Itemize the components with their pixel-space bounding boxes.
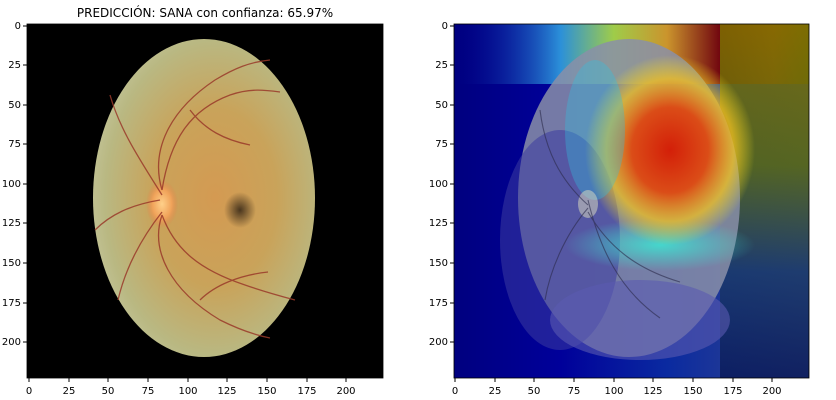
y-tick-label: 50 <box>8 100 21 111</box>
x-tick-label: 125 <box>643 386 662 397</box>
x-tick-label: 200 <box>762 386 781 397</box>
left-image-panel: 0 25 50 75 100 125 150 175 200 0 25 50 7… <box>2 21 384 397</box>
fundus-disc <box>93 39 315 357</box>
x-tick-label: 75 <box>142 386 155 397</box>
y-tick-label: 50 <box>435 100 448 111</box>
y-tick-label: 0 <box>442 21 448 32</box>
x-tick-label: 150 <box>683 386 702 397</box>
y-tick-label: 150 <box>2 258 21 269</box>
y-tick-label: 25 <box>435 60 448 71</box>
optic-disc <box>146 180 178 228</box>
left-y-axis: 0 25 50 75 100 125 150 175 200 <box>2 21 27 348</box>
y-tick-label: 125 <box>2 218 21 229</box>
x-tick-label: 200 <box>336 386 355 397</box>
x-tick-label: 175 <box>297 386 316 397</box>
y-tick-label: 150 <box>429 258 448 269</box>
figure-title: PREDICCIÓN: SANA con confianza: 65.97% <box>77 5 333 20</box>
x-tick-label: 50 <box>102 386 115 397</box>
x-tick-label: 100 <box>178 386 197 397</box>
y-tick-label: 200 <box>429 337 448 348</box>
left-frame <box>26 23 384 379</box>
x-tick-label: 0 <box>26 386 32 397</box>
right-frame <box>453 23 810 379</box>
overlay-vessels <box>539 109 681 319</box>
y-tick-label: 100 <box>2 179 21 190</box>
right-x-axis: 0 25 50 75 100 125 150 175 200 <box>452 378 782 397</box>
y-tick-label: 25 <box>8 60 21 71</box>
x-tick-label: 175 <box>723 386 742 397</box>
x-tick-label: 25 <box>489 386 502 397</box>
overlay-cool-bottom <box>550 280 730 360</box>
y-tick-label: 125 <box>429 218 448 229</box>
x-tick-label: 150 <box>257 386 276 397</box>
x-tick-label: 100 <box>604 386 623 397</box>
left-x-axis: 0 25 50 75 100 125 150 175 200 <box>26 378 356 397</box>
y-tick-label: 100 <box>429 179 448 190</box>
x-tick-label: 125 <box>217 386 236 397</box>
x-tick-label: 50 <box>528 386 541 397</box>
y-tick-label: 75 <box>435 139 448 150</box>
y-tick-label: 0 <box>15 21 21 32</box>
y-tick-label: 75 <box>8 139 21 150</box>
y-tick-label: 175 <box>2 298 21 309</box>
right-image-panel: 0 25 50 75 100 125 150 175 200 0 25 50 7… <box>429 21 810 397</box>
x-tick-label: 0 <box>452 386 458 397</box>
retinal-vessels <box>94 59 296 339</box>
overlay-cyan-left <box>565 60 625 200</box>
x-tick-label: 75 <box>568 386 581 397</box>
y-tick-label: 175 <box>429 298 448 309</box>
overlay-hotspot <box>585 55 755 245</box>
x-tick-label: 25 <box>63 386 76 397</box>
overlay-optic-disc <box>578 190 598 218</box>
right-y-axis: 0 25 50 75 100 125 150 175 200 <box>429 21 454 348</box>
y-tick-label: 200 <box>2 337 21 348</box>
macula <box>224 192 256 228</box>
